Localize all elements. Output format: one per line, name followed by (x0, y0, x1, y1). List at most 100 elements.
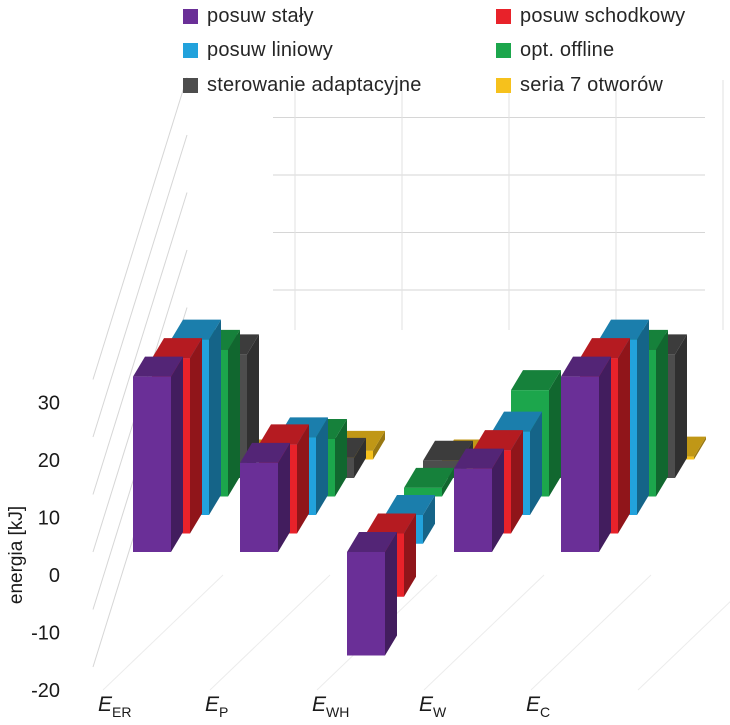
bar-front (404, 487, 442, 497)
bar-side (297, 424, 309, 534)
legend-label: posuw stały (207, 4, 314, 27)
floor-line (530, 574, 652, 691)
bar-side (247, 334, 259, 478)
bar-side (492, 448, 504, 552)
bar-front (561, 376, 599, 552)
bar-side (190, 338, 202, 534)
bar-side (278, 442, 290, 552)
wall-grid (92, 77, 724, 668)
y-gridline-side (92, 192, 188, 495)
bar (347, 532, 397, 656)
legend-label: opt. offline (520, 38, 615, 61)
bar-side (404, 513, 416, 597)
bar-top (152, 338, 202, 359)
legend-item-posuw-liniowy: posuw liniowy (183, 38, 333, 62)
bar-front (240, 462, 278, 552)
bar-top (347, 532, 397, 552)
y-tick-label: 30 (38, 393, 60, 415)
bar-top (404, 467, 454, 488)
bar-top (366, 513, 416, 534)
bar-top (171, 319, 221, 340)
legend-swatch (496, 77, 511, 93)
y-axis-label: energia [kJ] (6, 506, 27, 604)
floor-line (209, 574, 331, 691)
bar-top (259, 424, 309, 445)
bar-side (442, 467, 454, 497)
y-tick-label: -20 (31, 680, 60, 702)
y-tick-label: 10 (38, 508, 60, 530)
bar-side (171, 356, 183, 552)
bar-top (599, 319, 649, 340)
bar-side (530, 411, 542, 515)
legend-label: seria 7 otworów (520, 73, 664, 96)
legend-item-opt-offline: opt. offline (496, 38, 614, 62)
bar-side (373, 430, 385, 460)
x-tick-label: EW (419, 693, 447, 720)
legend-label: sterowanie adaptacyjne (207, 73, 422, 96)
legend: posuw stały posuw schodkowy posuw liniow… (0, 0, 730, 100)
floor-grid (102, 574, 730, 691)
x-tick-label: EP (205, 693, 228, 720)
legend-item-seria-7-otworow: seria 7 otworów (496, 73, 663, 97)
legend-swatch (183, 42, 198, 58)
bar-side (385, 532, 397, 656)
bar-front (454, 468, 492, 552)
bar (561, 356, 611, 552)
y-tick-label: 20 (38, 450, 60, 472)
bar-side (599, 356, 611, 552)
y-axis-ticks: -20 -10 0 10 20 30 (31, 393, 60, 703)
bar-side (316, 417, 328, 515)
legend-item-posuw-staly: posuw stały (183, 4, 314, 28)
bar-top (511, 370, 561, 391)
bar-top (492, 411, 542, 432)
x-tick-label: EER (98, 693, 131, 720)
bar-side (637, 319, 649, 515)
bar-side (209, 319, 221, 515)
bar-side (423, 495, 435, 544)
legend-item-sterowanie-adaptacyjne: sterowanie adaptacyjne (183, 73, 422, 97)
bar-front (133, 376, 171, 552)
legend-label: posuw schodkowy (520, 4, 686, 27)
x-tick-label: EWH (312, 693, 349, 720)
bar (133, 356, 183, 552)
legend-label: posuw liniowy (207, 38, 333, 61)
legend-swatch (496, 42, 511, 58)
bar-side (694, 436, 706, 460)
bars (133, 319, 706, 656)
bar-side (511, 430, 523, 534)
y-gridline-side (92, 77, 188, 380)
x-tick-label: EC (526, 693, 550, 720)
bar-top (473, 430, 523, 451)
bar-side (675, 334, 687, 478)
floor-line (423, 574, 545, 691)
x-axis-categories: EER EP EWH EW EC (98, 693, 550, 720)
legend-swatch (183, 8, 198, 24)
legend-swatch (496, 8, 511, 24)
bar (240, 442, 290, 552)
bar-top (423, 440, 473, 461)
y-gridline-side (92, 134, 188, 438)
bar-side (228, 329, 240, 497)
legend-item-posuw-schodkowy: posuw schodkowy (496, 4, 685, 28)
bar-side (354, 437, 366, 478)
legend-swatch (183, 77, 198, 93)
bar (404, 467, 454, 497)
bar-top (240, 442, 290, 463)
y-tick-label: -10 (31, 623, 60, 645)
bar-top (385, 495, 435, 515)
bar-front (347, 552, 385, 656)
bar-top (580, 338, 630, 359)
bar (454, 448, 504, 552)
bar-top (454, 448, 504, 469)
floor-line (102, 574, 224, 691)
bar-top (561, 356, 611, 377)
bar-top (133, 356, 183, 377)
y-tick-label: 0 (49, 565, 60, 587)
floor-line (637, 601, 730, 691)
bar-side (335, 419, 347, 497)
bar-side (549, 370, 561, 497)
bar-side (618, 338, 630, 534)
bar-side (656, 329, 668, 497)
